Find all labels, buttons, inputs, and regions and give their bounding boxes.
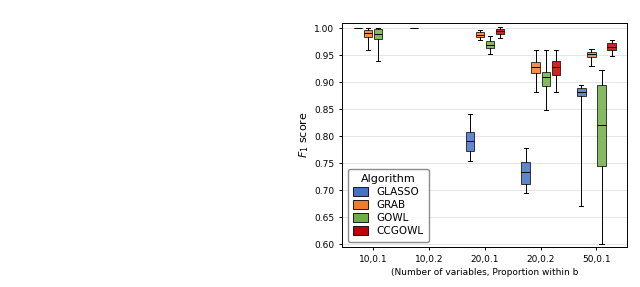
- PathPatch shape: [496, 29, 504, 34]
- PathPatch shape: [466, 132, 474, 151]
- PathPatch shape: [522, 162, 530, 184]
- PathPatch shape: [476, 32, 484, 37]
- PathPatch shape: [486, 41, 494, 48]
- PathPatch shape: [364, 30, 372, 37]
- PathPatch shape: [541, 71, 550, 86]
- PathPatch shape: [531, 62, 540, 73]
- X-axis label: (Number of variables, Proportion within b: (Number of variables, Proportion within …: [391, 268, 579, 277]
- PathPatch shape: [588, 52, 596, 57]
- PathPatch shape: [552, 61, 560, 75]
- PathPatch shape: [577, 88, 586, 96]
- Y-axis label: $F_1$ score: $F_1$ score: [298, 111, 311, 158]
- PathPatch shape: [374, 30, 382, 39]
- PathPatch shape: [597, 85, 605, 166]
- PathPatch shape: [607, 43, 616, 50]
- Legend: GLASSO, GRAB, GOWL, CCGOWL: GLASSO, GRAB, GOWL, CCGOWL: [348, 169, 429, 242]
